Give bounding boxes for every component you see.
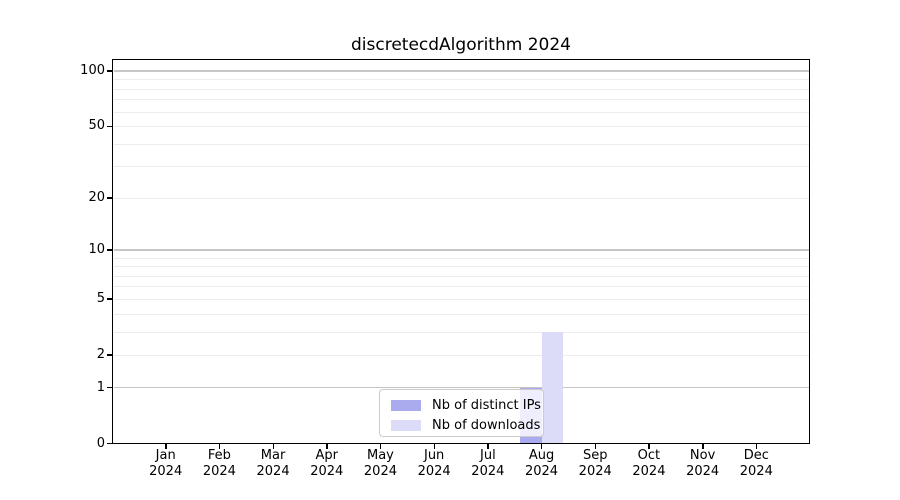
x-year-text: 2024 xyxy=(202,464,236,479)
x-month-text: Nov xyxy=(689,448,716,463)
gridline-minor xyxy=(114,286,809,288)
x-axis-month-label: Jan 2024 xyxy=(134,448,198,480)
y-axis-tick-label: 5 xyxy=(96,290,105,306)
y-axis-tick-label: 0 xyxy=(96,435,105,451)
x-year-text: 2024 xyxy=(471,464,505,479)
gridline-minor xyxy=(114,331,809,333)
x-year-text: 2024 xyxy=(578,464,612,479)
x-tick-mark xyxy=(541,444,543,449)
gridline-minor xyxy=(114,111,809,113)
x-year-text: 2024 xyxy=(256,464,290,479)
legend-swatch-distinct-ips xyxy=(391,399,421,411)
y-tick-mark xyxy=(107,249,113,251)
x-axis-month-label: Jul 2024 xyxy=(456,448,520,480)
gridline-minor xyxy=(114,99,809,101)
x-tick-mark xyxy=(379,444,382,449)
x-month-text: Jul xyxy=(480,448,496,463)
x-year-text: 2024 xyxy=(632,464,666,479)
gridline-minor xyxy=(114,143,809,145)
y-axis-tick-label: 1 xyxy=(96,379,105,395)
gridline-minor xyxy=(114,126,809,128)
gridline-major xyxy=(114,249,809,251)
y-tick-mark xyxy=(107,197,113,199)
gridline-minor xyxy=(114,313,809,315)
x-tick-mark xyxy=(702,444,704,449)
x-month-text: May xyxy=(367,448,394,463)
bar-nb-of-downloads xyxy=(541,331,563,444)
x-tick-mark xyxy=(594,444,597,449)
x-month-text: Jun xyxy=(423,448,445,463)
x-year-text: 2024 xyxy=(686,464,720,479)
y-tick-mark xyxy=(107,443,113,445)
y-axis-tick-label: 20 xyxy=(88,189,105,205)
x-month-text: Aug xyxy=(528,448,555,463)
x-month-text: Mar xyxy=(260,448,286,463)
chart-title: discretecdAlgorithm 2024 xyxy=(351,35,571,55)
gridline-minor xyxy=(114,197,809,199)
x-year-text: 2024 xyxy=(363,464,397,479)
x-tick-mark xyxy=(326,444,328,449)
x-axis-month-label: Jun 2024 xyxy=(402,448,466,480)
legend-entry-downloads: Nb of downloads xyxy=(391,416,543,434)
gridline-minor xyxy=(114,266,809,268)
x-axis-month-label: May 2024 xyxy=(348,448,412,480)
x-axis-month-label: Feb 2024 xyxy=(187,448,251,480)
x-tick-mark xyxy=(165,444,167,449)
x-axis-month-label: Dec 2024 xyxy=(724,448,788,480)
gridline-major xyxy=(114,70,809,72)
y-tick-mark xyxy=(107,125,113,127)
x-tick-mark xyxy=(433,444,436,449)
x-month-text: Sep xyxy=(582,448,608,463)
legend-label-distinct-ips: Nb of distinct IPs xyxy=(432,397,541,413)
x-tick-mark xyxy=(218,444,221,449)
y-tick-mark xyxy=(107,298,113,300)
gridline-minor xyxy=(114,275,809,277)
plot-area xyxy=(112,59,810,444)
x-month-text: Feb xyxy=(207,448,231,463)
x-axis-month-label: Mar 2024 xyxy=(241,448,305,480)
x-month-text: Oct xyxy=(637,448,661,463)
y-tick-mark xyxy=(107,387,113,389)
x-tick-mark xyxy=(755,444,758,449)
x-month-text: Apr xyxy=(315,448,339,463)
gridline-minor xyxy=(114,88,809,90)
gridline-minor xyxy=(114,298,809,300)
x-axis-month-label: Oct 2024 xyxy=(617,448,681,480)
x-year-text: 2024 xyxy=(310,464,344,479)
y-tick-mark xyxy=(107,70,113,72)
legend-entry-distinct-ips: Nb of distinct IPs xyxy=(391,396,543,414)
x-axis-month-label: Apr 2024 xyxy=(295,448,359,480)
x-year-text: 2024 xyxy=(524,464,559,479)
x-year-text: 2024 xyxy=(149,464,183,479)
x-tick-mark xyxy=(272,444,274,449)
gridline-major xyxy=(114,387,809,389)
legend: Nb of distinct IPs Nb of downloads xyxy=(379,389,544,437)
x-axis-month-label: Sep 2024 xyxy=(563,448,627,480)
x-month-text: Dec xyxy=(743,448,769,463)
x-axis-month-label: Aug 2024 xyxy=(510,448,574,480)
x-tick-mark xyxy=(648,444,650,449)
legend-label-downloads: Nb of downloads xyxy=(432,417,541,433)
gridline-minor xyxy=(114,166,809,168)
gridline-minor xyxy=(114,79,809,81)
x-year-text: 2024 xyxy=(417,464,451,479)
x-tick-mark xyxy=(487,444,489,449)
y-axis-tick-label: 50 xyxy=(88,118,105,134)
legend-swatch-downloads xyxy=(391,419,421,431)
y-axis-tick-label: 2 xyxy=(96,346,105,362)
gridline-minor xyxy=(114,257,809,259)
y-axis-tick-label: 100 xyxy=(80,62,105,78)
x-year-text: 2024 xyxy=(739,464,773,479)
gridline-minor xyxy=(114,354,809,356)
x-month-text: Jan xyxy=(155,448,176,463)
y-tick-mark xyxy=(107,354,113,356)
y-axis-tick-label: 10 xyxy=(88,241,105,257)
x-axis-month-label: Nov 2024 xyxy=(671,448,735,480)
